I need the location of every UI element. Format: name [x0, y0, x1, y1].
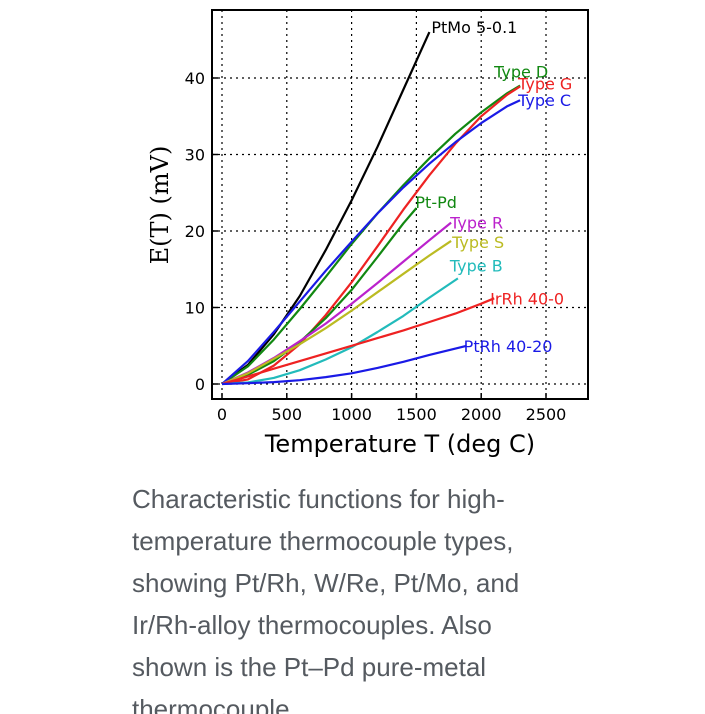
series-label-type-c: Type C	[517, 91, 571, 110]
y-tick-label: 10	[185, 299, 205, 318]
series-label-ptrh-40-20: PtRh 40-20	[464, 337, 553, 356]
x-tick-label: 1500	[396, 405, 437, 424]
figure-caption: Characteristic functions for high-temper…	[132, 484, 520, 714]
series-label-type-r: Type R	[449, 214, 503, 233]
x-tick-label: 2500	[526, 405, 567, 424]
series-line-type-g	[221, 85, 521, 386]
y-tick-label: 40	[185, 69, 205, 88]
x-tick-label: 2000	[461, 405, 502, 424]
grid-lines	[212, 10, 588, 399]
plot-frame	[211, 9, 589, 400]
y-tick-label: 0	[195, 375, 205, 394]
x-tick-label: 0	[217, 405, 227, 424]
series-label-type-d: Type D	[493, 63, 548, 82]
series-label-type-b: Type B	[449, 256, 503, 275]
y-tick-label: 20	[185, 222, 205, 241]
series-line-pt-pd	[221, 207, 418, 386]
series-line-ptrh-40-20	[221, 344, 467, 386]
series-line-type-b	[221, 277, 459, 386]
series-line-irrh-40-0	[221, 297, 495, 386]
series-lines	[221, 31, 521, 386]
series-label-type-s: Type S	[451, 233, 504, 252]
series-line-type-s	[221, 239, 452, 386]
series-label-irrh-40-0: IrRh 40-0	[490, 289, 564, 308]
x-tick-label: 1000	[331, 405, 372, 424]
series-label-ptmo-5-0-1: PtMo 5-0.1	[431, 18, 517, 37]
series-label-type-g: Type G	[517, 74, 572, 93]
x-axis-label: Temperature T (deg C)	[264, 430, 535, 458]
series-label-pt-pd: Pt-Pd	[415, 193, 457, 212]
x-tick-label: 500	[272, 405, 303, 424]
series-line-ptmo-5-0-1	[221, 31, 431, 385]
series-line-type-c	[221, 99, 521, 385]
chart: 0 500 1000 1500 2000 2500 0 10 20 30 40 PtMo 5-0.1…	[146, 9, 589, 458]
axis-ticks: 0 500 1000 1500 2000 2500 0 10 20 30 40	[185, 69, 567, 424]
y-axis-label: E(T) (mV)	[146, 146, 174, 265]
y-tick-label: 30	[185, 146, 205, 165]
